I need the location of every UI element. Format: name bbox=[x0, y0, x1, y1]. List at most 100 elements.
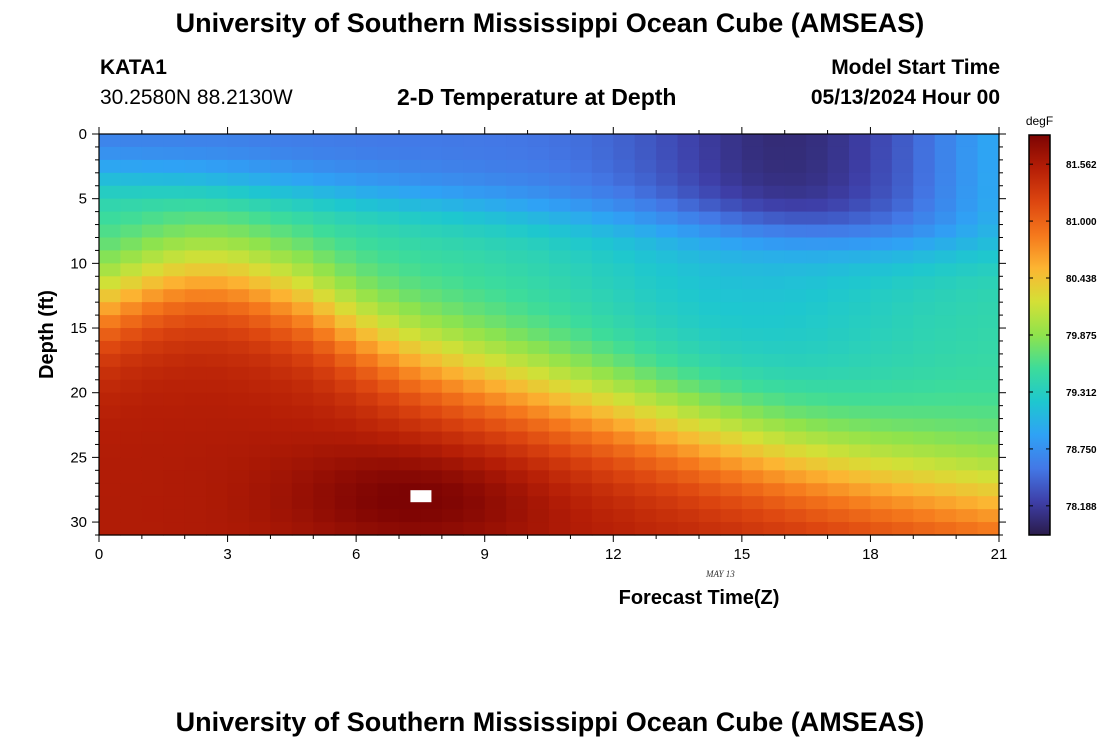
heatmap-cell bbox=[120, 185, 143, 200]
heatmap-cell bbox=[977, 353, 1000, 368]
heatmap-cell bbox=[956, 276, 979, 290]
heatmap-cell bbox=[313, 431, 336, 446]
heatmap-cell bbox=[313, 392, 336, 407]
heatmap-cell bbox=[377, 405, 400, 420]
heatmap-cell bbox=[527, 146, 550, 161]
heatmap-cell bbox=[334, 159, 357, 174]
heatmap-cell bbox=[484, 276, 507, 290]
heatmap-cell bbox=[420, 470, 443, 484]
heatmap-cell bbox=[356, 366, 379, 381]
heatmap-cell bbox=[870, 444, 893, 458]
heatmap-cell bbox=[634, 379, 657, 394]
model-start-value: 05/13/2024 Hour 00 bbox=[810, 86, 1000, 109]
heatmap-cell bbox=[634, 198, 657, 213]
heatmap-cell bbox=[613, 250, 636, 264]
heatmap-cell bbox=[784, 146, 807, 161]
heatmap-cell bbox=[570, 302, 593, 316]
heatmap-cell bbox=[741, 379, 764, 394]
heatmap-cell bbox=[591, 379, 614, 394]
heatmap-cell bbox=[291, 366, 314, 381]
heatmap-cell bbox=[377, 276, 400, 290]
heatmap-cell bbox=[827, 470, 850, 484]
heatmap-cell bbox=[527, 457, 550, 471]
heatmap-cell bbox=[484, 379, 507, 394]
heatmap-cell bbox=[441, 315, 464, 329]
heatmap-cell bbox=[591, 224, 614, 239]
heatmap-cell bbox=[463, 522, 486, 536]
heatmap-cell bbox=[849, 457, 872, 471]
heatmap-cell bbox=[806, 405, 829, 420]
heatmap-cell bbox=[827, 198, 850, 213]
heatmap-cell bbox=[870, 263, 893, 277]
heatmap-cell bbox=[334, 276, 357, 290]
heatmap-cell bbox=[956, 522, 979, 536]
heatmap-cell bbox=[141, 483, 164, 497]
heatmap-cell bbox=[913, 159, 936, 174]
heatmap-cell bbox=[270, 353, 293, 368]
heatmap-cell bbox=[463, 353, 486, 368]
heatmap-cell bbox=[141, 237, 164, 252]
heatmap-cell bbox=[249, 276, 272, 290]
heatmap-cell bbox=[463, 483, 486, 497]
heatmap-cell bbox=[141, 328, 164, 342]
heatmap-cell bbox=[420, 159, 443, 174]
heatmap-cell bbox=[420, 379, 443, 394]
heatmap-cell bbox=[763, 496, 786, 510]
heatmap-cell bbox=[849, 211, 872, 226]
heatmap-cell bbox=[763, 522, 786, 536]
heatmap-cell bbox=[827, 328, 850, 342]
heatmap-cell bbox=[827, 289, 850, 303]
heatmap-cell bbox=[120, 172, 143, 187]
heatmap-cell bbox=[484, 522, 507, 536]
heatmap-cell bbox=[227, 353, 250, 368]
heatmap-cell bbox=[934, 444, 957, 458]
heatmap-cell bbox=[120, 159, 143, 174]
heatmap-cell bbox=[291, 211, 314, 226]
heatmap-cell bbox=[741, 418, 764, 433]
heatmap-cell bbox=[934, 340, 957, 355]
heatmap-cell bbox=[227, 457, 250, 471]
heatmap-cell bbox=[441, 379, 464, 394]
heatmap-cell bbox=[377, 289, 400, 303]
heatmap-cell bbox=[613, 457, 636, 471]
heatmap-cell bbox=[570, 509, 593, 523]
heatmap-cell bbox=[141, 509, 164, 523]
heatmap-cell bbox=[913, 405, 936, 420]
heatmap-cell bbox=[313, 418, 336, 433]
heatmap-cell bbox=[227, 159, 250, 174]
heatmap-cell bbox=[677, 185, 700, 200]
heatmap-cell bbox=[549, 509, 572, 523]
heatmap-cell bbox=[934, 379, 957, 394]
heatmap-cell bbox=[870, 224, 893, 239]
heatmap-cell bbox=[506, 172, 529, 187]
heatmap-cell bbox=[549, 405, 572, 420]
heatmap-cell bbox=[763, 289, 786, 303]
heatmap-cell bbox=[527, 366, 550, 381]
heatmap-cell bbox=[399, 237, 422, 252]
heatmap-cell bbox=[377, 315, 400, 329]
heatmap-cell bbox=[870, 483, 893, 497]
heatmap-cell bbox=[506, 159, 529, 174]
heatmap-cell bbox=[184, 470, 207, 484]
heatmap-cell bbox=[613, 289, 636, 303]
heatmap-cell bbox=[634, 146, 657, 161]
heatmap-cell bbox=[763, 483, 786, 497]
heatmap-cell bbox=[527, 418, 550, 433]
heatmap-cell bbox=[313, 250, 336, 264]
heatmap-cell bbox=[420, 328, 443, 342]
heatmap-cell bbox=[377, 134, 400, 148]
heatmap-cell bbox=[934, 496, 957, 510]
heatmap-cell bbox=[249, 159, 272, 174]
heatmap-cell bbox=[163, 418, 186, 433]
heatmap-cell bbox=[527, 470, 550, 484]
heatmap-cell bbox=[656, 470, 679, 484]
heatmap-cell bbox=[549, 496, 572, 510]
heatmap-cell bbox=[120, 522, 143, 536]
heatmap-cell bbox=[163, 237, 186, 252]
heatmap-cell bbox=[227, 379, 250, 394]
heatmap-cell bbox=[763, 211, 786, 226]
heatmap-cell bbox=[249, 302, 272, 316]
heatmap-cell bbox=[399, 405, 422, 420]
heatmap-cell bbox=[913, 289, 936, 303]
heatmap-cell bbox=[827, 496, 850, 510]
